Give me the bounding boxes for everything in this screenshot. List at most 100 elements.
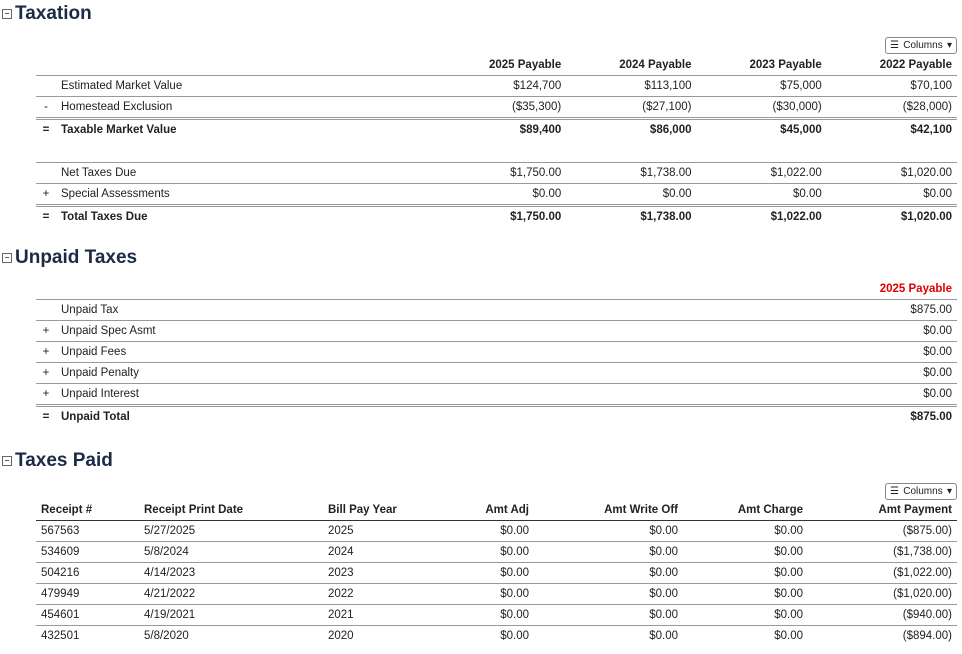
value-cell: $70,100 xyxy=(826,75,957,97)
value-cell: $0.00 xyxy=(683,625,808,646)
row-label: Net Taxes Due xyxy=(56,162,436,184)
operator xyxy=(36,75,56,97)
table-row: = Taxable Market Value $89,400 $86,000 $45,0… xyxy=(36,117,957,140)
value-cell: 2023 xyxy=(323,562,453,584)
value-cell: ($1,738.00) xyxy=(808,541,957,563)
operator: + xyxy=(36,320,56,342)
value-cell: $0.00 xyxy=(826,183,957,206)
value-cell: 5/8/2024 xyxy=(139,541,323,563)
chevron-down-icon: ▾ xyxy=(946,486,952,497)
value-cell: ($940.00) xyxy=(808,604,957,626)
list-icon: ☰ xyxy=(890,486,899,497)
operator: + xyxy=(36,362,56,384)
operator: + xyxy=(36,183,56,206)
value-cell: $1,020.00 xyxy=(826,204,957,227)
row-label: Unpaid Tax xyxy=(56,299,561,321)
table-row: + Unpaid Interest $0.00 xyxy=(36,383,957,406)
value-cell: $1,750.00 xyxy=(436,162,567,184)
value-cell: $0.00 xyxy=(534,520,683,542)
column-header: 2023 Payable xyxy=(749,59,822,71)
table-row: Unpaid Tax $875.00 xyxy=(36,299,957,321)
value-cell: $113,100 xyxy=(566,75,697,97)
value-cell: 2021 xyxy=(323,604,453,626)
value-cell: $0.00 xyxy=(683,583,808,605)
collapse-icon[interactable]: − xyxy=(2,456,12,466)
column-header[interactable]: Amt Write Off xyxy=(604,504,678,516)
header-row: 2025 Payable 2024 Payable 2023 Payable 2022… xyxy=(36,55,957,76)
taxation-table: 2025 Payable 2024 Payable 2023 Payable 2022… xyxy=(36,55,957,227)
operator: + xyxy=(36,383,56,406)
value-cell: $0.00 xyxy=(453,541,534,563)
list-icon: ☰ xyxy=(890,40,899,51)
row-label: Homestead Exclusion xyxy=(56,96,436,119)
table-row: 504216 4/14/2023 2023 $0.00 $0.00 $0.00 ($1,02… xyxy=(36,562,957,584)
value-cell: ($894.00) xyxy=(808,625,957,646)
paid-heading: − Taxes Paid xyxy=(2,450,113,472)
table-row: Estimated Market Value $124,700 $113,100 $7… xyxy=(36,75,957,97)
value-cell: $0.00 xyxy=(436,183,567,206)
value-cell: 2022 xyxy=(323,583,453,605)
chevron-down-icon: ▾ xyxy=(946,40,952,51)
table-row: 432501 5/8/2020 2020 $0.00 $0.00 $0.00 ($894.0… xyxy=(36,625,957,646)
table-row: - Homestead Exclusion ($35,300) ($27,100) ($… xyxy=(36,96,957,119)
value-cell: 567563 xyxy=(36,520,139,542)
value-cell: $124,700 xyxy=(436,75,567,97)
header-row: 2025 Payable xyxy=(36,279,957,300)
value-cell: $0.00 xyxy=(534,583,683,605)
columns-button[interactable]: ☰ Columns ▾ xyxy=(885,37,957,54)
value-cell: $0.00 xyxy=(560,341,957,363)
row-label: Unpaid Penalty xyxy=(56,362,561,384)
value-cell: $0.00 xyxy=(453,583,534,605)
value-cell: $0.00 xyxy=(683,541,808,563)
operator: - xyxy=(36,96,56,119)
value-cell: $1,738.00 xyxy=(566,162,697,184)
table-row: 567563 5/27/2025 2025 $0.00 $0.00 $0.00 ($875.… xyxy=(36,520,957,542)
operator: = xyxy=(36,404,56,427)
row-label: Taxable Market Value xyxy=(56,117,436,140)
table-row: 534609 5/8/2024 2024 $0.00 $0.00 $0.00 ($1,738… xyxy=(36,541,957,563)
column-header[interactable]: Amt Charge xyxy=(737,504,803,516)
operator: + xyxy=(36,341,56,363)
value-cell: ($1,020.00) xyxy=(808,583,957,605)
column-header[interactable]: Amt Adj xyxy=(485,504,529,516)
column-header: 2022 Payable xyxy=(879,59,952,71)
value-cell: 2024 xyxy=(323,541,453,563)
unpaid-table: 2025 Payable Unpaid Tax $875.00 + Unpaid Spe… xyxy=(36,279,957,427)
value-cell: $875.00 xyxy=(560,299,957,321)
value-cell: 504216 xyxy=(36,562,139,584)
table-row: 454601 4/19/2021 2021 $0.00 $0.00 $0.00 ($940.… xyxy=(36,604,957,626)
collapse-icon[interactable]: − xyxy=(2,9,12,19)
column-header[interactable]: Receipt # xyxy=(41,504,93,516)
value-cell: ($875.00) xyxy=(808,520,957,542)
row-label: Total Taxes Due xyxy=(56,204,436,227)
value-cell: ($35,300) xyxy=(436,96,567,119)
collapse-icon[interactable]: − xyxy=(2,253,12,263)
operator xyxy=(36,299,56,321)
value-cell: $0.00 xyxy=(453,604,534,626)
value-cell: $75,000 xyxy=(696,75,827,97)
operator: = xyxy=(36,117,56,140)
column-header[interactable]: Receipt Print Date xyxy=(144,504,244,516)
value-cell: $0.00 xyxy=(696,183,827,206)
value-cell: 2025 xyxy=(323,520,453,542)
value-cell: $1,738.00 xyxy=(566,204,697,227)
value-cell: 4/21/2022 xyxy=(139,583,323,605)
value-cell: 479949 xyxy=(36,583,139,605)
unpaid-heading: − Unpaid Taxes xyxy=(2,247,137,269)
value-cell: $1,750.00 xyxy=(436,204,567,227)
columns-button[interactable]: ☰ Columns ▾ xyxy=(885,483,957,500)
operator: = xyxy=(36,204,56,227)
column-header[interactable]: Bill Pay Year xyxy=(328,504,397,516)
value-cell: $89,400 xyxy=(436,117,567,140)
column-header: 2024 Payable xyxy=(619,59,692,71)
value-cell: 5/8/2020 xyxy=(139,625,323,646)
table-row: = Total Taxes Due $1,750.00 $1,738.00 $1,022… xyxy=(36,204,957,227)
row-label: Special Assessments xyxy=(56,183,436,206)
value-cell: $1,022.00 xyxy=(696,162,827,184)
value-cell: $86,000 xyxy=(566,117,697,140)
value-cell: $875.00 xyxy=(560,404,957,427)
column-header[interactable]: Amt Payment xyxy=(878,504,953,516)
column-header: 2025 Payable xyxy=(488,59,562,71)
table-row: + Unpaid Fees $0.00 xyxy=(36,341,957,363)
value-cell: 4/14/2023 xyxy=(139,562,323,584)
